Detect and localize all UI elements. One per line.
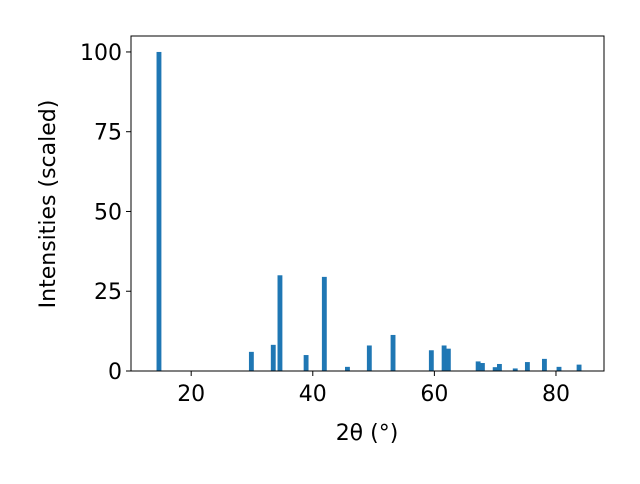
x-tick-label: 20 — [177, 382, 205, 407]
y-tick-label: 100 — [80, 41, 122, 66]
x-axis-label: 2θ (°) — [336, 421, 399, 446]
x-tick-label: 40 — [299, 382, 327, 407]
bar — [270, 344, 276, 371]
bar — [345, 366, 350, 371]
y-tick-label: 25 — [94, 280, 122, 305]
bar — [556, 366, 562, 371]
bar — [248, 351, 254, 371]
x-tick-label: 60 — [420, 382, 448, 407]
bar — [441, 345, 447, 371]
bar — [492, 367, 498, 371]
y-tick-label: 50 — [94, 200, 122, 225]
y-axis-label: Intensities (scaled) — [36, 100, 61, 309]
y-tick-label: 75 — [94, 121, 122, 146]
x-tick-label: 80 — [542, 382, 570, 407]
bar — [366, 345, 372, 371]
bar — [156, 51, 162, 371]
bar — [475, 361, 481, 371]
plot-frame — [130, 35, 605, 372]
bar — [303, 355, 309, 371]
bar — [524, 362, 530, 371]
y-tick-label: 0 — [108, 360, 122, 385]
bar — [479, 363, 485, 371]
bar — [390, 334, 396, 371]
bar — [277, 275, 283, 371]
bar — [428, 350, 434, 371]
bar — [496, 363, 502, 371]
bar — [321, 276, 327, 371]
bar — [512, 368, 518, 371]
bar — [445, 348, 451, 371]
bar — [541, 358, 547, 371]
bar — [576, 364, 582, 371]
